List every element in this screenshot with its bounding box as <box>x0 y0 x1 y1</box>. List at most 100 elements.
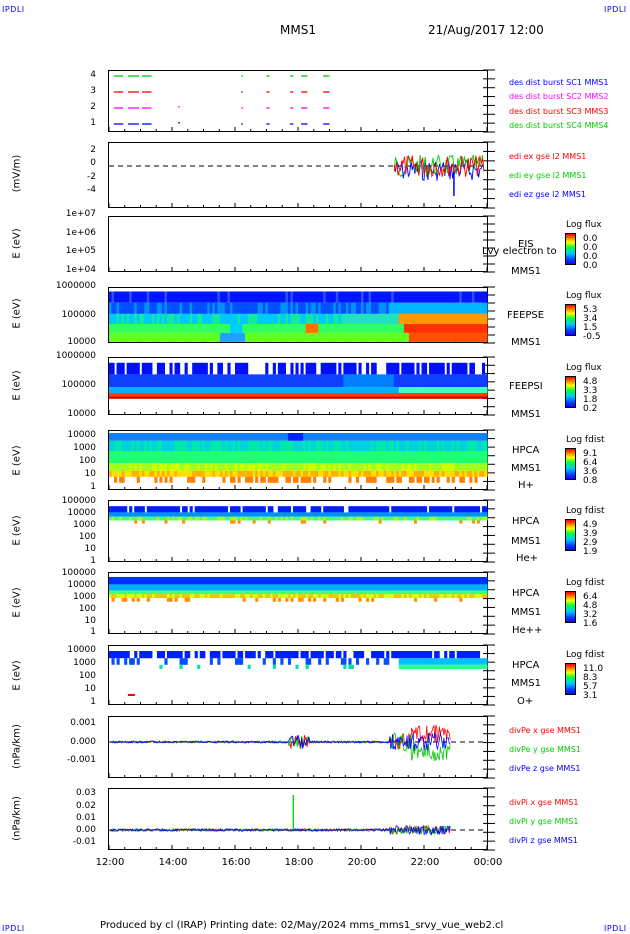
hpca-hepp-cell <box>159 584 163 591</box>
hpca-h-cell <box>144 463 148 471</box>
feepsi-cell <box>255 392 259 397</box>
hpca-h-cell <box>338 440 342 451</box>
feepse-cell <box>363 291 367 303</box>
hpca-he-cell <box>323 512 327 517</box>
hpca-hepp-cell <box>371 590 375 595</box>
hpca-he-cell <box>182 516 186 521</box>
feepsi-cell <box>179 374 183 388</box>
hpca-h-cell <box>224 433 229 441</box>
feepse-cell <box>313 313 317 324</box>
feepsi-cell <box>449 387 453 393</box>
hpca-h-cell <box>154 440 158 451</box>
feepsi-cell <box>129 396 133 399</box>
hpca-h-cell <box>199 470 203 477</box>
feepsi-cell <box>141 362 145 375</box>
hpca-h-cell <box>368 476 372 483</box>
hpca-he-cell <box>298 512 302 517</box>
feepsi-cell <box>242 392 246 397</box>
hpca-hepp-cell <box>436 594 440 599</box>
hpca-h-cell <box>310 470 314 477</box>
hpca-hepp-cell <box>471 576 475 585</box>
feepse-cell <box>169 323 173 333</box>
hpca-hepp-cell <box>126 576 130 585</box>
feepsi-cell <box>182 392 186 397</box>
feepsi-cell <box>136 374 140 388</box>
hpca-he-cell <box>169 506 173 513</box>
hpca-o-cell <box>449 658 453 665</box>
hpca-o-cell <box>124 651 128 659</box>
hpca-hepp-cell <box>391 576 395 585</box>
hpca-he-cell <box>217 512 221 517</box>
feepse-cell <box>391 291 395 303</box>
hpca-hepp-cell <box>136 598 140 602</box>
hpca-o-cell <box>126 651 130 659</box>
hpca-h-cell <box>126 440 130 451</box>
hpca-h-cell <box>229 451 234 463</box>
hpca-o-cell <box>282 651 286 659</box>
feepsi-cell <box>151 396 155 399</box>
hpca-h-cell <box>149 433 153 441</box>
feepse-cell <box>240 332 244 342</box>
feepse-cell <box>484 302 488 314</box>
hpca-hepp-cell <box>109 576 113 585</box>
feepse-cell <box>449 302 453 314</box>
feepsi-cell <box>192 392 196 397</box>
hpca-he-cell <box>272 512 276 517</box>
hpca-h-cell <box>378 463 382 471</box>
hpca-he-cell <box>335 506 339 513</box>
hpca-h-cell <box>144 470 148 477</box>
feepse-cell <box>401 332 405 342</box>
hpca-hepp-cell <box>166 576 171 585</box>
feepsi-cell <box>227 387 231 393</box>
feepsi-cell <box>154 387 158 393</box>
hpca-h-cell <box>272 470 276 477</box>
hpca-h-cell <box>476 463 481 471</box>
hpca-h-cell <box>466 451 470 463</box>
hpca-he-cell <box>416 506 420 513</box>
hpca-h-cell <box>393 470 397 477</box>
hpca-hepp-cell <box>146 594 150 599</box>
feepse-cell <box>426 291 430 303</box>
hpca-o-cell <box>454 658 458 665</box>
feepse-cell <box>187 332 191 342</box>
hpca-he-cell <box>474 506 478 513</box>
hpca-h-cell <box>479 463 483 471</box>
hpca-he-cell <box>156 512 160 517</box>
feepsi-cell <box>199 396 203 399</box>
feepse-cell <box>333 323 337 333</box>
feepsi-cell <box>257 396 261 399</box>
hpca-h-cell <box>363 451 367 463</box>
feepsi-cell <box>149 374 153 388</box>
hpca-he-cell <box>441 512 445 517</box>
hpca-h-cell <box>378 433 382 441</box>
hpca-o-cell <box>275 651 279 659</box>
feepsi-cell <box>476 396 481 399</box>
hpca-h-cell <box>189 440 193 451</box>
feepse-cell <box>368 332 372 342</box>
feepse-cell <box>434 291 438 303</box>
hpca-hepp-cell <box>449 590 453 595</box>
feepse-cell <box>444 291 448 303</box>
hpca-h-cell <box>202 440 206 451</box>
hpca-o-cell <box>416 651 420 659</box>
p2-ytick: 0 <box>90 158 96 168</box>
hpca-h-cell <box>361 433 365 441</box>
hpca-o-cell <box>476 651 481 659</box>
feepsi-cell <box>139 392 143 397</box>
hpca-he-cell <box>378 520 382 524</box>
feepse-cell <box>257 302 261 314</box>
feepsi-cell <box>194 387 198 393</box>
hpca-h-cell <box>348 463 352 471</box>
hpca-hepp-cell <box>255 576 259 585</box>
feepsi-cell <box>383 396 387 399</box>
feepsi-cell <box>245 362 249 375</box>
hpca-h-cell <box>371 440 375 451</box>
feepse-cell <box>282 332 286 342</box>
feepsi-cell <box>116 362 120 375</box>
hpca-h-cell <box>229 470 234 477</box>
feepse-cell <box>177 302 181 314</box>
hpca-he-cell <box>166 506 171 513</box>
hpca-h-cell <box>245 451 249 463</box>
hpca-hepp-cell <box>111 590 115 595</box>
hpca-h-cell <box>449 463 453 471</box>
